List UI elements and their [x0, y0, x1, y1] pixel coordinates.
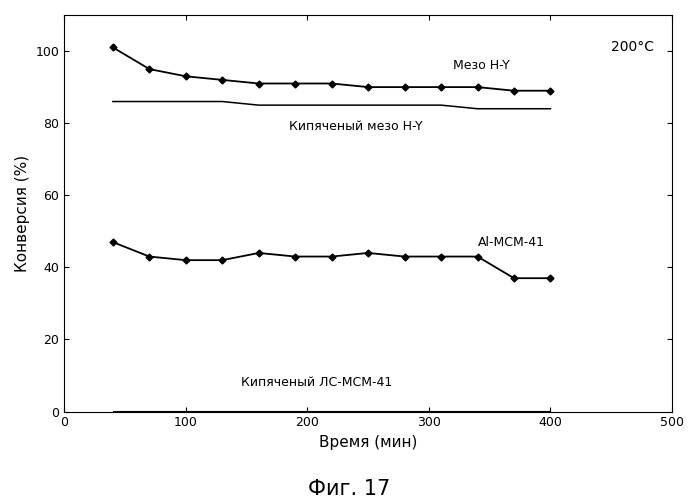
- Text: 200°C: 200°C: [611, 40, 654, 54]
- Text: Кипяченый ЛС-МСМ-41: Кипяченый ЛС-МСМ-41: [240, 376, 391, 389]
- X-axis label: Время (мин): Время (мин): [319, 435, 417, 450]
- Text: Мезо H-Y: Мезо H-Y: [453, 59, 510, 72]
- Text: Кипяченый мезо H-Y: Кипяченый мезо H-Y: [289, 120, 423, 134]
- Text: Al-MCM-41: Al-MCM-41: [477, 236, 545, 248]
- Text: Фиг. 17: Фиг. 17: [308, 479, 391, 499]
- Y-axis label: Конверсия (%): Конверсия (%): [15, 154, 30, 272]
